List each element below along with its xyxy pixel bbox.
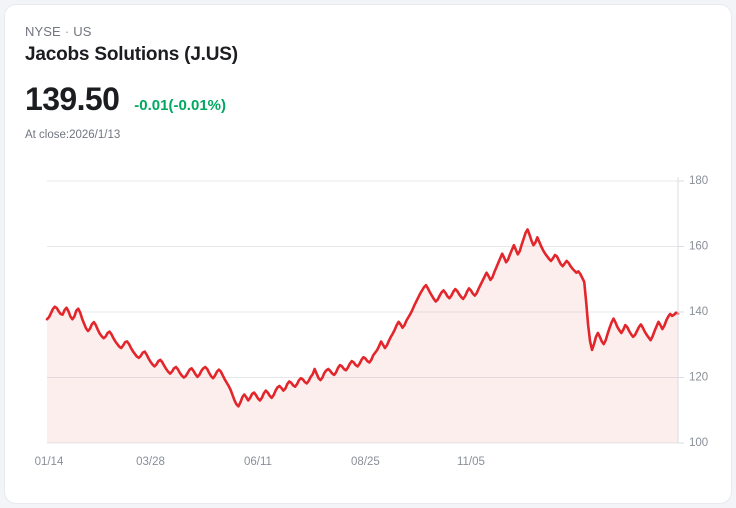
stock-quote-card: NYSE · US Jacobs Solutions (J.US) 139.50 -… <box>4 4 732 504</box>
chart-x-axis-labels: 01/14 03/28 06/11 08/25 11/05 <box>35 456 485 468</box>
chart-gridlines <box>47 180 678 444</box>
y-axis-tick-label: 120 <box>689 372 708 384</box>
x-axis-tick-label: 08/25 <box>351 456 380 468</box>
price-row: 139.50 -0.01(-0.01%) <box>25 81 711 117</box>
price-chart[interactable]: 180 160 140 120 100 01/14 03/28 06/11 08/25 11/0… <box>5 161 732 481</box>
current-price: 139.50 <box>25 81 120 117</box>
quote-header: NYSE · US Jacobs Solutions (J.US) 139.50 -… <box>25 23 711 143</box>
market-status-note: At close:2026/1/13 <box>25 129 121 141</box>
y-axis-tick-label: 100 <box>689 437 708 449</box>
page-title: Jacobs Solutions (J.US) <box>25 44 238 65</box>
price-area-fill <box>47 229 678 443</box>
y-axis-tick-label: 160 <box>689 241 708 253</box>
price-line <box>45 228 680 408</box>
y-axis-tick-label: 140 <box>689 306 708 318</box>
x-axis-tick-label: 03/28 <box>136 456 165 468</box>
price-change: -0.01(-0.01%) <box>134 97 226 114</box>
x-axis-tick-label: 06/11 <box>244 456 272 468</box>
x-axis-tick-label: 01/14 <box>35 456 64 468</box>
country-label: US <box>73 24 92 39</box>
exchange-row: NYSE · US <box>25 23 711 40</box>
chart-y-axis-labels: 180 160 140 120 100 <box>678 175 708 449</box>
exchange-separator: · <box>64 24 70 39</box>
price-chart-svg[interactable]: 180 160 140 120 100 01/14 03/28 06/11 08/25 11/0… <box>5 161 732 481</box>
x-axis-tick-label: 11/05 <box>457 456 485 468</box>
exchange-label: NYSE <box>25 24 61 39</box>
y-axis-tick-label: 180 <box>689 175 708 187</box>
